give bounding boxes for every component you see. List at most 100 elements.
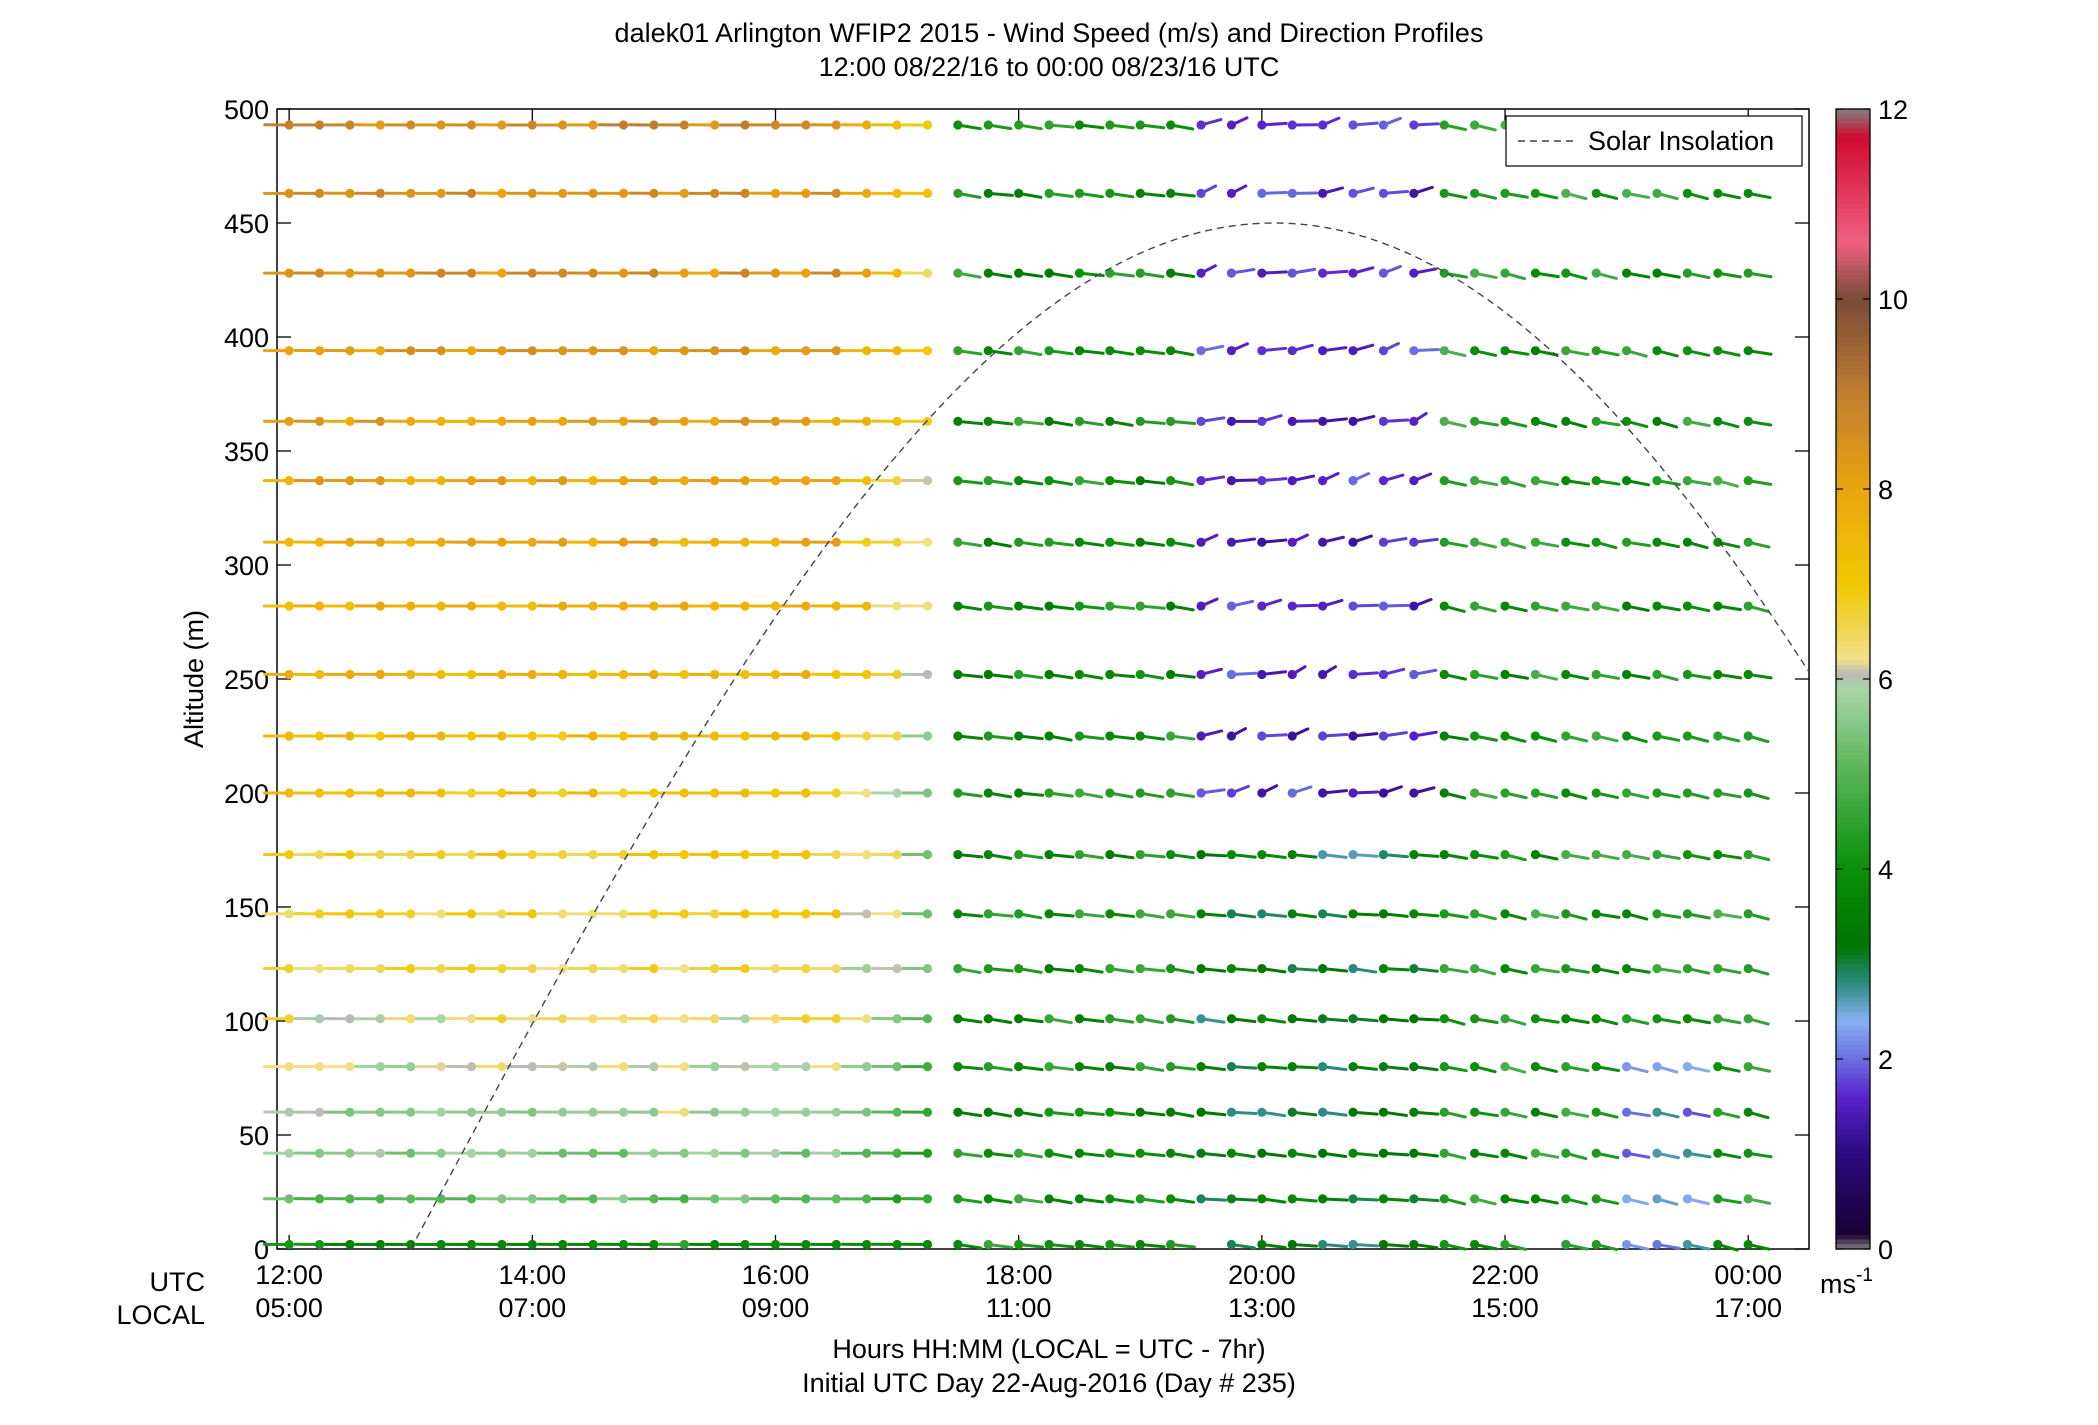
colorbar-segment	[1836, 778, 1870, 785]
wind-barb-dot	[588, 731, 598, 741]
wind-barb-dot	[679, 669, 689, 680]
wind-barb-dot	[862, 120, 872, 130]
wind-barb-dot	[466, 1239, 477, 1250]
wind-barb-dot	[497, 537, 507, 547]
wind-barb-dot	[831, 1194, 841, 1204]
wind-barb-dot	[1743, 909, 1753, 919]
wind-barb-dot	[1287, 731, 1297, 741]
wind-barb-dot	[436, 1239, 446, 1250]
wind-barb-dot	[1682, 537, 1693, 547]
wind-barb-dot	[892, 416, 902, 426]
colorbar-segment	[1836, 246, 1870, 253]
wind-barb-dot	[1074, 909, 1085, 919]
wind-barb-dot	[1561, 849, 1571, 860]
wind-barb-dot	[801, 188, 811, 198]
wind-barb-dot	[618, 537, 629, 547]
wind-barb-dot	[558, 1107, 568, 1117]
wind-barb-dot	[1378, 120, 1389, 130]
wind-barb-dot	[1014, 1014, 1024, 1024]
colorbar-segment	[1836, 1101, 1870, 1108]
wind-barb-dot	[527, 1014, 537, 1024]
wind-barb-dot	[1378, 1148, 1389, 1158]
colorbar-tick-label: 6	[1878, 665, 1893, 695]
axes-frame	[276, 108, 1810, 1250]
wind-barb-dot	[1378, 849, 1389, 860]
wind-barb-dot	[466, 346, 477, 356]
wind-barb-dot	[1257, 1148, 1267, 1158]
wind-barb-dot	[406, 1194, 416, 1204]
wind-barb-dot	[1530, 731, 1541, 741]
wind-barb-dot	[1074, 346, 1085, 356]
wind-barb-dot	[740, 476, 750, 486]
wind-barb-dot	[1682, 1194, 1693, 1204]
wind-barb-dot	[466, 537, 477, 547]
colorbar-segment	[1836, 536, 1870, 542]
wind-barb-dot	[1135, 537, 1145, 547]
wind-barb-dot	[1226, 188, 1237, 198]
wind-barb-dot	[314, 1062, 325, 1072]
colorbar-segment	[1836, 1139, 1870, 1146]
wind-barb-dot	[1226, 669, 1237, 680]
wind-barb-dot	[1014, 1239, 1024, 1250]
wind-barb-dot	[1591, 346, 1601, 356]
wind-barb-dot	[1530, 788, 1541, 798]
wind-barb-dot	[1530, 476, 1541, 486]
wind-barb-dot	[892, 909, 902, 919]
colorbar-segment	[1836, 588, 1870, 595]
wind-barb-dot	[436, 849, 446, 860]
wind-barb-dot	[558, 849, 568, 860]
wind-barb-dot	[284, 1107, 294, 1117]
wind-barb-dot	[1166, 601, 1176, 611]
colorbar-segment	[1836, 1002, 1870, 1008]
colorbar-segment	[1836, 750, 1870, 756]
wind-barb-dot	[1378, 909, 1389, 919]
wind-barb-dot	[770, 416, 781, 426]
wind-barb-dot	[1074, 1148, 1085, 1158]
wind-barb-dot	[1135, 268, 1145, 278]
colorbar-segment	[1836, 147, 1870, 153]
wind-barb-dot	[1287, 1014, 1297, 1024]
colorbar-segment	[1836, 113, 1870, 120]
wind-barb-dot	[618, 188, 629, 198]
colorbar-segment	[1836, 541, 1870, 547]
wind-barb-dot	[740, 268, 750, 278]
wind-barb-dot	[345, 601, 355, 611]
wind-barb-dot	[1014, 268, 1024, 278]
wind-barb-dot	[862, 1194, 872, 1204]
wind-barb-dot	[1044, 1194, 1054, 1204]
colorbar-segment	[1836, 869, 1870, 875]
wind-barb-dot	[1318, 188, 1328, 198]
x-tick-label-utc: 20:00	[1228, 1260, 1296, 1290]
wind-barb-dot	[1348, 537, 1358, 547]
wind-barb-dot	[953, 537, 963, 547]
wind-barb-dot	[406, 669, 416, 680]
wind-barb-dot	[649, 669, 659, 680]
wind-barb-dot	[1226, 1194, 1237, 1204]
wind-barb-dot	[1530, 346, 1541, 356]
wind-barb-dot	[892, 120, 902, 130]
wind-barb-dot	[1074, 963, 1085, 974]
wind-barb-dot	[1074, 268, 1085, 278]
wind-barb-dot	[983, 1107, 993, 1117]
colorbar-segment	[1836, 493, 1870, 500]
wind-barb-dot	[466, 1062, 477, 1072]
wind-barb-dot	[922, 1014, 933, 1024]
wind-barb-dot	[1014, 1194, 1024, 1204]
colorbar-segment	[1836, 1230, 1870, 1236]
solar-insolation-curve	[410, 222, 1810, 1250]
wind-barb-dot	[831, 120, 841, 130]
wind-barb-dot	[527, 849, 537, 860]
wind-barb-dot	[770, 788, 781, 798]
wind-barb-dot	[406, 120, 416, 130]
wind-barb-dot	[1470, 1194, 1480, 1204]
wind-barb-dot	[558, 788, 568, 798]
wind-barb-dot	[953, 963, 963, 974]
x-tick-label-local: 15:00	[1471, 1293, 1539, 1323]
wind-barb-dot	[1074, 416, 1085, 426]
wind-barb-dot	[1166, 188, 1176, 198]
wind-barb-dot	[618, 601, 629, 611]
wind-barb-dot	[1622, 909, 1632, 919]
wind-barb-dot	[1378, 963, 1389, 974]
wind-barb-dot	[1622, 416, 1632, 426]
wind-barb-dot	[1014, 601, 1024, 611]
